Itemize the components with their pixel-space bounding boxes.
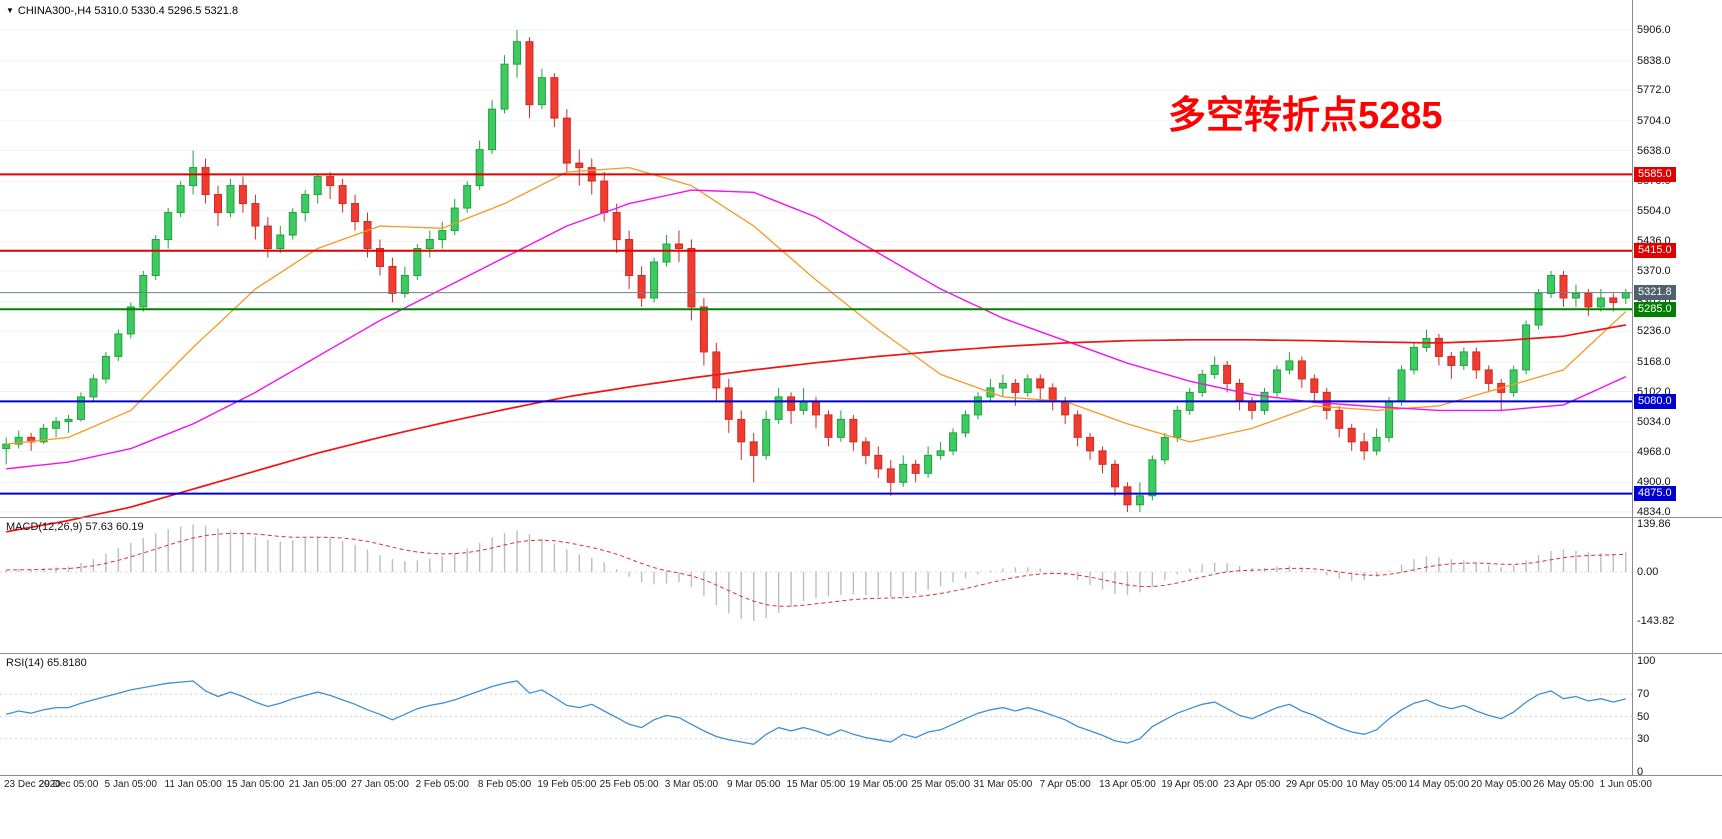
price-axis[interactable]	[1633, 0, 1722, 775]
macd-signal-line	[6, 532, 1626, 607]
indicator-layer	[5, 524, 1627, 745]
ma-fast-orange	[6, 166, 1627, 445]
borders-layer	[0, 0, 1722, 776]
moving-averages-layer	[6, 166, 1627, 533]
ma-slow-red	[6, 324, 1626, 533]
main-chart-panel[interactable]	[0, 0, 1632, 517]
rsi-line	[6, 680, 1626, 745]
rsi-panel[interactable]	[0, 654, 1632, 775]
levels-layer	[0, 173, 1632, 495]
ma-mid-magenta	[6, 189, 1627, 470]
candles-layer	[2, 30, 1630, 512]
grid-layer	[0, 29, 1632, 740]
time-axis[interactable]	[0, 776, 1722, 800]
